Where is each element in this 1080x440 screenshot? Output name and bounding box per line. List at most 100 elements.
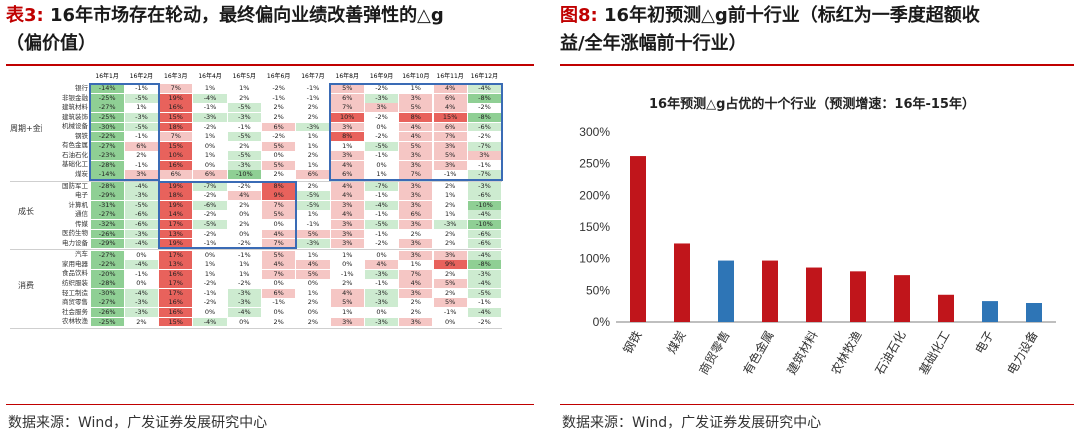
heat-cell: -2% — [364, 132, 399, 141]
heat-cell: -25% — [90, 317, 124, 327]
heat-cell: 3% — [330, 122, 364, 132]
industry-label: 计算机 — [68, 200, 89, 209]
heat-cell: 6% — [433, 93, 467, 103]
heat-cell: 3% — [330, 239, 364, 249]
heat-cell: -5% — [227, 103, 261, 113]
heat-cell: -7% — [467, 141, 502, 151]
industry-label: 煤炭 — [75, 169, 88, 178]
heat-cell: 0% — [364, 307, 399, 317]
heat-cell: 2% — [262, 170, 296, 180]
heat-cell: 2% — [399, 229, 433, 239]
industry-label: 电子 — [75, 191, 88, 200]
heat-cell: 0% — [364, 250, 399, 260]
month-header: 16年4月 — [198, 73, 222, 80]
left-bottom-rule — [6, 404, 534, 405]
heat-cell: 2% — [296, 181, 330, 191]
industry-label: 非银金融 — [62, 93, 88, 102]
heat-cell: 16% — [159, 103, 193, 113]
heat-cell: -3% — [124, 229, 159, 239]
heat-cell: 0% — [262, 151, 296, 161]
right-source: 数据来源：Wind，广发证券发展研究中心 — [562, 415, 822, 431]
heat-cell: 7% — [159, 132, 193, 141]
heat-cell: -1% — [124, 269, 159, 279]
heat-cell: -23% — [90, 151, 124, 161]
heat-cell: 2% — [124, 151, 159, 161]
heat-cell: 4% — [399, 122, 433, 132]
heat-cell: 4% — [262, 260, 296, 270]
heat-cell: -1% — [296, 220, 330, 229]
industry-label: 建筑材料 — [62, 103, 88, 112]
heat-cell: 1% — [193, 84, 227, 94]
heat-cell: -2% — [193, 279, 227, 289]
heat-cell: -2% — [227, 239, 261, 249]
heat-cell: 2% — [296, 112, 330, 122]
heat-cell: 0% — [193, 307, 227, 317]
heat-cell: 5% — [399, 103, 433, 113]
heat-cell: 4% — [433, 103, 467, 113]
heat-cell: 3% — [330, 317, 364, 327]
left-title-line1: 16年市场存在轮动，最终偏向业绩改善弹性的△g — [50, 5, 444, 26]
heat-cell: 6% — [262, 122, 296, 132]
y-tick-label: 100% — [579, 252, 610, 266]
heat-cell: 6% — [433, 122, 467, 132]
heat-cell: -4% — [193, 317, 227, 327]
month-header: 16年9月 — [369, 73, 394, 80]
heat-cell: -1% — [364, 210, 399, 220]
industry-label: 商贸零售 — [62, 298, 88, 307]
heat-cell: -28% — [90, 160, 124, 170]
heat-cell: 1% — [193, 260, 227, 270]
month-header: 16年1月 — [95, 73, 119, 80]
industry-label: 传媒 — [75, 219, 88, 228]
left-source: 数据来源：Wind，广发证券发展研究中心 — [8, 415, 268, 431]
heat-cell: -4% — [124, 260, 159, 270]
heat-cell: 6% — [399, 210, 433, 220]
heat-cell: -4% — [227, 307, 261, 317]
heat-cell: 2% — [296, 317, 330, 327]
heat-cell: 0% — [296, 279, 330, 289]
heat-cell: 15% — [433, 112, 467, 122]
heat-cell: 3% — [399, 317, 433, 327]
heat-cell: 4% — [227, 191, 261, 201]
heat-cell: 3% — [399, 220, 433, 229]
industry-label: 银行 — [75, 84, 88, 92]
heat-cell: 1% — [124, 103, 159, 113]
heat-cell: 5% — [399, 141, 433, 151]
heat-cell: -6% — [124, 210, 159, 220]
x-tick-label: 电子 — [972, 329, 996, 357]
heat-cell: 5% — [296, 229, 330, 239]
heat-cell: 0% — [227, 210, 261, 220]
y-tick-label: 50% — [586, 283, 610, 297]
heat-cell: -4% — [467, 307, 502, 317]
heat-cell: -1% — [124, 132, 159, 141]
heat-cell: 6% — [124, 141, 159, 151]
heat-cell: -3% — [124, 112, 159, 122]
heat-cell: 19% — [159, 181, 193, 191]
heat-cell: 2% — [433, 239, 467, 249]
heat-cell: -2% — [467, 103, 502, 113]
heat-cell: 5% — [433, 298, 467, 308]
heat-cell: -5% — [124, 93, 159, 103]
heat-cell: -14% — [90, 170, 124, 180]
heat-cell: -3% — [433, 220, 467, 229]
bar-石油石化 — [894, 275, 910, 322]
heat-cell: -3% — [467, 181, 502, 191]
heat-cell: -5% — [296, 200, 330, 210]
heat-cell: -8% — [467, 93, 502, 103]
heat-cell: 5% — [262, 250, 296, 260]
heat-cell: 17% — [159, 288, 193, 298]
heat-cell: 17% — [159, 279, 193, 289]
heat-cell: 1% — [296, 160, 330, 170]
y-tick-label: 200% — [579, 188, 610, 202]
highlight-box-aug-dec — [329, 83, 503, 181]
heat-cell: -7% — [364, 181, 399, 191]
heat-cell: 8% — [330, 132, 364, 141]
heat-cell: 3% — [399, 288, 433, 298]
heat-cell: 4% — [330, 191, 364, 201]
group-label: 消费 — [18, 280, 34, 290]
x-tick-label: 电力设备 — [1004, 329, 1040, 378]
heat-cell: -3% — [124, 298, 159, 308]
heat-cell: -3% — [124, 307, 159, 317]
x-tick-label: 基础化工 — [916, 329, 952, 378]
heat-cell: 4% — [399, 279, 433, 289]
heat-cell: -1% — [262, 93, 296, 103]
